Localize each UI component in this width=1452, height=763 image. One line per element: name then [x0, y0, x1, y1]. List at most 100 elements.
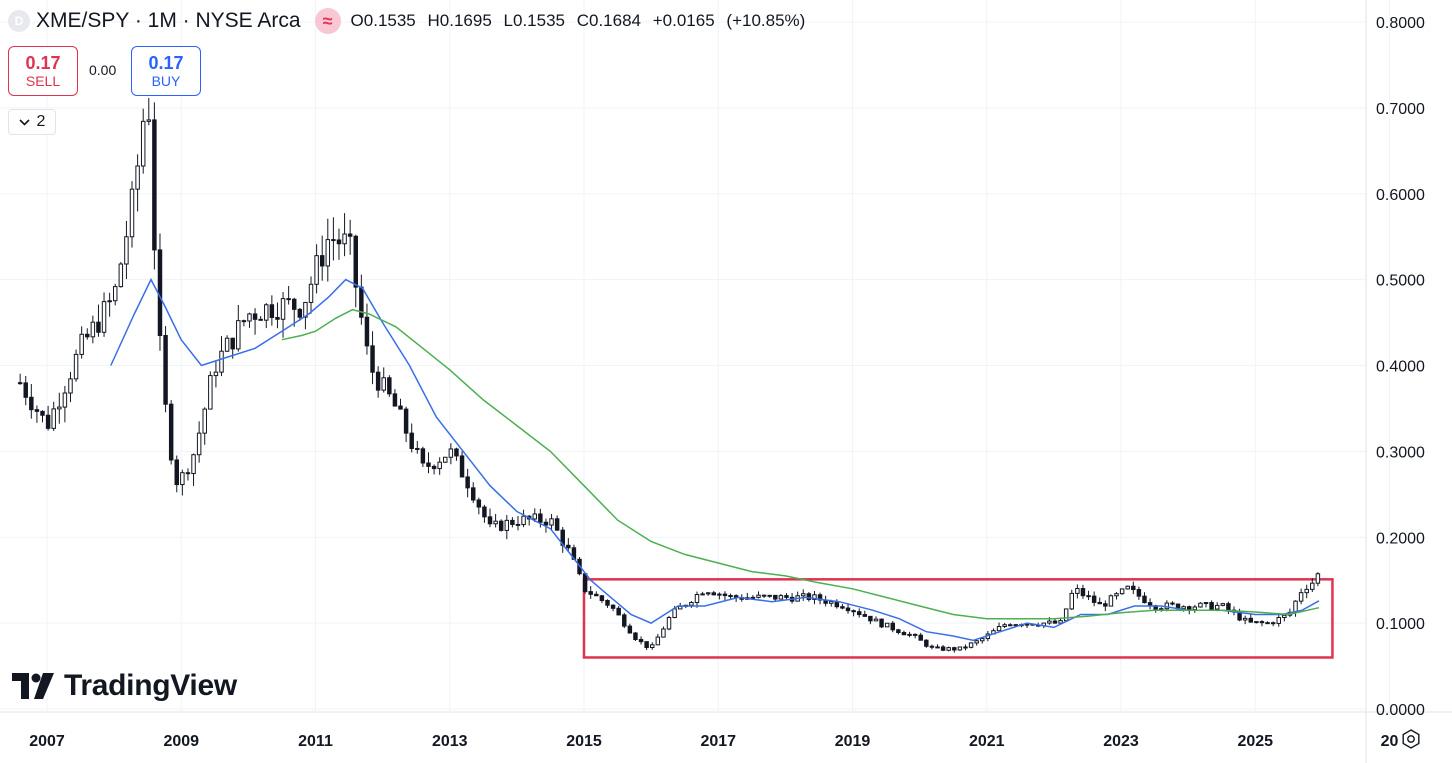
- candle-body: [364, 316, 370, 347]
- gear-icon[interactable]: [1398, 726, 1424, 752]
- indicators-toggle-button[interactable]: 2: [8, 109, 56, 135]
- candle-body: [336, 239, 342, 245]
- candle-body: [230, 337, 235, 350]
- candle-body: [610, 604, 616, 609]
- x-tick-label: 2013: [432, 733, 468, 750]
- y-tick-label: 0.4000: [1376, 359, 1425, 376]
- candle-body: [185, 472, 191, 475]
- candle-body: [952, 647, 957, 651]
- x-tick-label: 2021: [969, 733, 1005, 750]
- candle-body: [1265, 622, 1270, 625]
- y-tick-label: 0.3000: [1376, 444, 1425, 461]
- candle-body: [756, 594, 761, 598]
- candle-body: [241, 320, 247, 323]
- candle-body: [711, 592, 716, 596]
- candle-body: [717, 593, 722, 596]
- candle-body: [420, 448, 426, 464]
- candle-body: [107, 300, 112, 303]
- symbol-logo-icon[interactable]: D: [8, 10, 30, 32]
- tradingview-logo-text: TradingView: [64, 669, 237, 702]
- candle-body: [588, 591, 593, 595]
- candle-body: [23, 382, 28, 398]
- candle-body: [331, 239, 336, 242]
- indicators-count: 2: [36, 113, 46, 130]
- candle-body: [280, 298, 286, 320]
- candle-body: [554, 518, 560, 531]
- candle-body: [1203, 602, 1209, 605]
- highlight-box[interactable]: [582, 578, 1334, 659]
- candle-body: [1136, 589, 1142, 597]
- moving-averages: [110, 277, 1320, 642]
- candle-body: [297, 308, 303, 318]
- candle-body: [907, 633, 912, 636]
- buy-price: 0.17: [148, 53, 184, 73]
- candle-body: [1220, 603, 1226, 606]
- chevron-down-icon: [18, 115, 30, 129]
- symbol-title[interactable]: XME/SPY · 1M · NYSE Arca: [36, 9, 301, 32]
- candle-body: [51, 408, 56, 429]
- candle-body: [1315, 573, 1321, 584]
- candle-body: [1114, 593, 1119, 597]
- candle-body: [1181, 606, 1186, 610]
- candle-body: [582, 573, 588, 593]
- x-tick-label: 2025: [1237, 733, 1273, 750]
- candle-body: [689, 601, 694, 606]
- candle-body: [677, 605, 683, 610]
- candle-body: [1052, 620, 1058, 624]
- candle-body: [180, 472, 185, 486]
- candle-body: [1226, 603, 1231, 611]
- candle-body: [163, 335, 168, 405]
- candle-body: [806, 593, 812, 600]
- y-tick-label: 0.0000: [1376, 702, 1425, 719]
- candle-body: [443, 456, 448, 463]
- candle-body: [968, 642, 974, 648]
- candle-body: [101, 301, 107, 333]
- candle-body: [834, 601, 840, 608]
- y-tick-label: 0.6000: [1376, 187, 1425, 204]
- candle-body: [616, 607, 621, 616]
- candle-body: [605, 600, 610, 606]
- close-value: 0.1684: [589, 11, 641, 30]
- candle-body: [1063, 608, 1069, 622]
- candle-body: [258, 318, 263, 321]
- grid-lines: [0, 0, 1390, 711]
- candle-body: [459, 455, 465, 478]
- buy-button[interactable]: 0.17 BUY: [131, 46, 201, 96]
- buy-label: BUY: [151, 73, 181, 89]
- candle-body: [778, 595, 784, 600]
- candle-body: [196, 432, 202, 456]
- candle-body: [79, 333, 84, 355]
- candle-body: [85, 333, 90, 338]
- tradingview-logo[interactable]: TradingView: [12, 668, 237, 704]
- candle-body: [319, 255, 325, 267]
- sell-button[interactable]: 0.17 SELL: [8, 46, 78, 96]
- candle-body: [722, 593, 728, 597]
- candle-body: [96, 321, 101, 333]
- candle-body: [57, 406, 62, 410]
- pulse-icon[interactable]: ≈: [314, 8, 341, 34]
- x-tick-label: 2019: [835, 733, 871, 750]
- candle-body: [946, 647, 951, 651]
- candle-body: [521, 515, 526, 526]
- candle-body: [1209, 602, 1214, 610]
- candle-body: [1164, 602, 1170, 610]
- candle-body: [957, 646, 963, 651]
- candle-body: [974, 640, 979, 644]
- candle-body: [308, 283, 314, 303]
- candle-body: [152, 119, 157, 251]
- candle-body: [812, 594, 817, 600]
- candle-body: [191, 454, 196, 475]
- x-tick-label: 2011: [298, 733, 333, 750]
- close-label: C: [576, 11, 589, 30]
- candle-body: [935, 646, 940, 649]
- candle-body: [750, 596, 756, 599]
- open-value: 0.1535: [363, 11, 416, 30]
- candle-body: [868, 615, 873, 622]
- y-tick-label: 0.5000: [1376, 273, 1425, 290]
- x-tick-label: 2015: [566, 733, 602, 750]
- candle-body: [476, 499, 482, 508]
- candle-body: [168, 403, 174, 461]
- x-tick-label: 2017: [700, 733, 736, 750]
- candle-body: [627, 625, 633, 634]
